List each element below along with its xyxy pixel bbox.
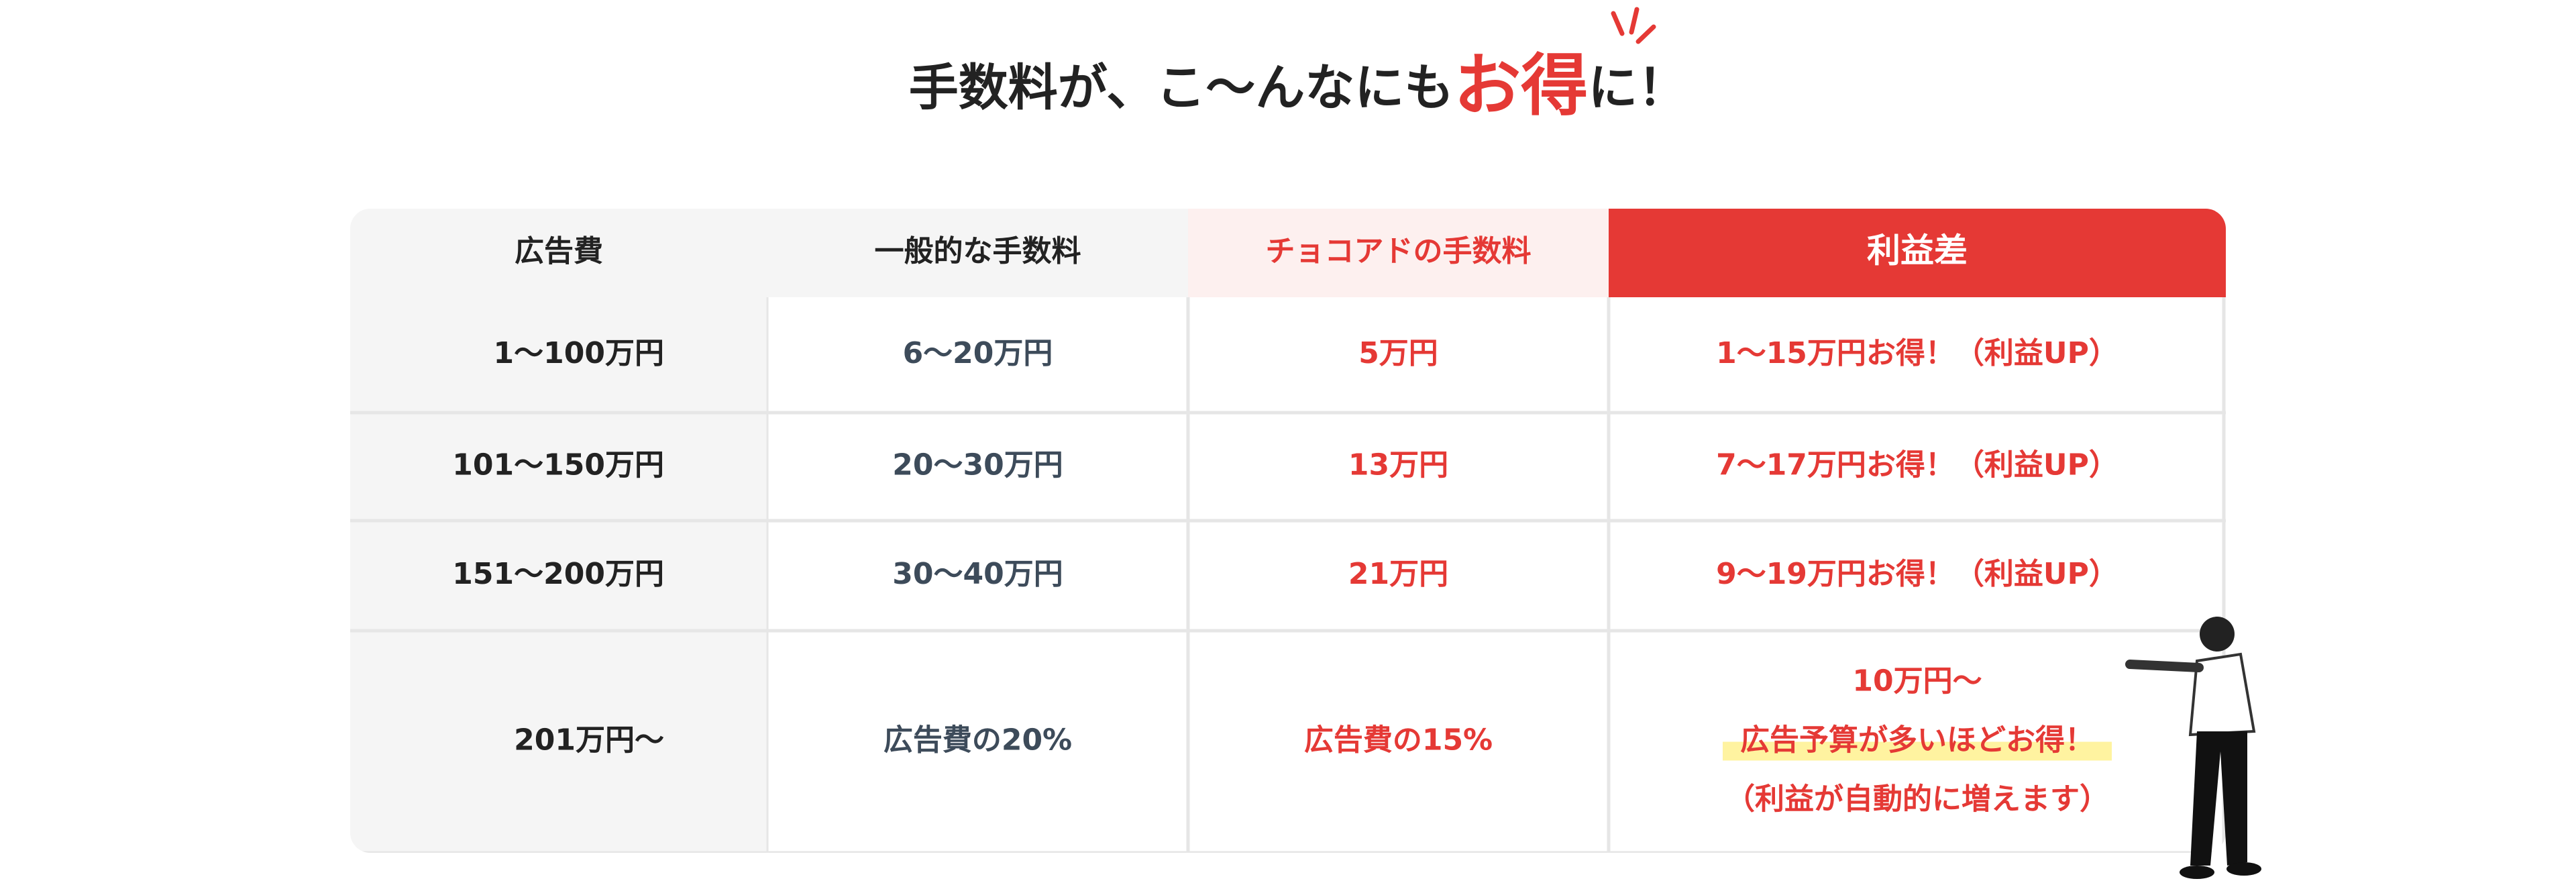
- cell: 7〜17万円お得！（利益UP）: [1716, 448, 2118, 482]
- table: 広告費 一般的な手数料 チョコアドの手数料 利益差 1〜100万円 6〜20万円 5万円 1〜…: [350, 209, 2226, 853]
- header-bg: [1609, 209, 2226, 297]
- cell: （利益が自動的に増えます）: [1725, 782, 2109, 817]
- title-before: 手数料が、こ〜んなにも: [909, 59, 1454, 117]
- cell: 13万円: [1348, 448, 1448, 482]
- person: [2125, 617, 2261, 879]
- cell: 広告費の20%: [883, 723, 1072, 758]
- cell: 21万円: [1348, 557, 1448, 591]
- cell: 151〜200万円: [452, 557, 664, 591]
- title: 手数料が、こ〜んなにもお得に！: [909, 46, 1688, 125]
- cell: 6〜20万円: [903, 336, 1053, 370]
- cell: 広告費の15%: [1304, 723, 1493, 758]
- cell: 201万円〜: [514, 723, 664, 758]
- highlight: [1723, 741, 2112, 761]
- header-cell: 一般的な手数料: [875, 234, 1081, 268]
- cell: 101〜150万円: [452, 448, 664, 482]
- cell: 20〜30万円: [892, 448, 1063, 482]
- header-cell: チョコアドの手数料: [1266, 234, 1532, 268]
- cell: 30〜40万円: [892, 557, 1063, 591]
- title-highlight: お得: [1454, 46, 1588, 125]
- spark: [1611, 7, 1656, 44]
- cell: 1〜15万円お得！（利益UP）: [1716, 336, 2118, 370]
- title-after: に！: [1588, 59, 1687, 117]
- header-bg: [1188, 209, 1609, 297]
- column-bg: [350, 209, 767, 853]
- cell: 9〜19万円お得！（利益UP）: [1716, 557, 2118, 591]
- cell: 広告予算が多いほどお得！: [1740, 723, 2094, 758]
- cell: 10万円〜: [1852, 664, 1982, 698]
- cell: 5万円: [1358, 336, 1438, 370]
- header-cell: 広告費: [515, 234, 603, 268]
- cell: 1〜100万円: [494, 336, 664, 370]
- header-cell: 利益差: [1867, 231, 1968, 270]
- header-bg: [767, 209, 1188, 297]
